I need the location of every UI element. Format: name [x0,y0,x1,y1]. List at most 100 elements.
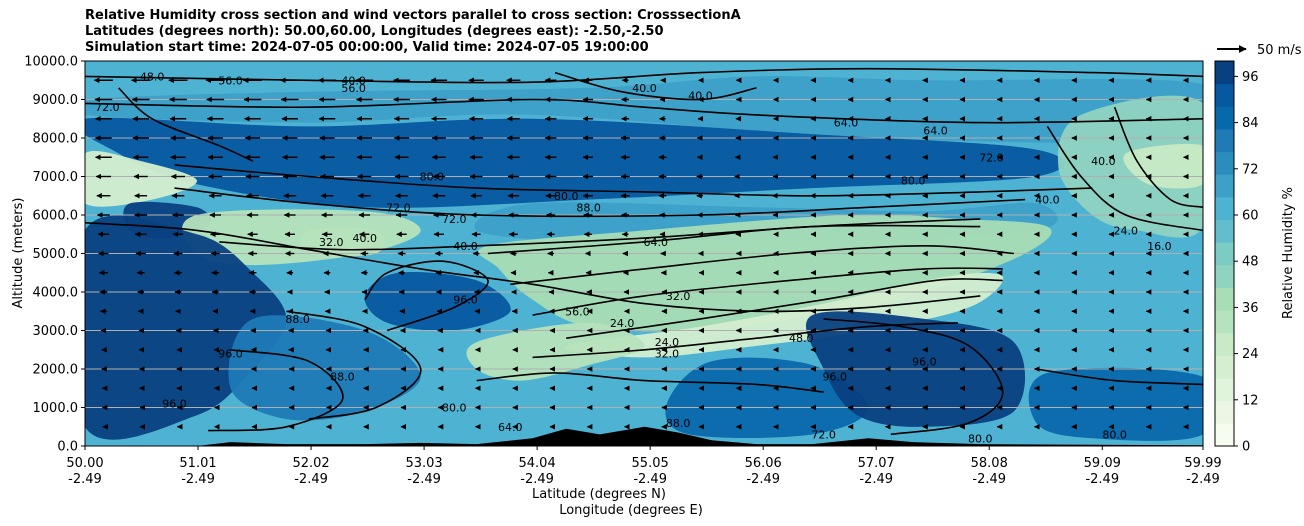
x-tick-label-lat-1: 51.01 [179,456,216,471]
terrain-profile [85,426,1203,446]
contour-label-36: 64.0 [498,421,523,434]
wind-vectors [93,77,1189,430]
colorbar-band-11 [1215,174,1234,198]
contour-label-11: 40.0 [1035,194,1060,207]
contour-label-10: 40.0 [1091,155,1116,168]
contour-line-0 [85,67,1203,84]
x-tick-label-lat-5: 55.05 [632,456,669,471]
contour-line-12 [364,260,489,332]
colorbar: 0 12 24 36 48 60 72 84 96 [1214,60,1259,455]
x-tick-label-lon-7: -2.49 [859,472,893,487]
colorbar-tick-label-1: 12 [1242,393,1259,408]
contour-label-19: 32.0 [319,236,344,249]
contour-label-5: 40.0 [688,90,713,103]
y-tick-label-3: 3000.0 [33,324,79,339]
colorbar-tick-label-0: 0 [1242,440,1250,455]
x-tick-label-lon-10: -2.49 [1186,472,1220,487]
colorbar-tick-label-5: 60 [1242,209,1259,224]
contour-label-0: 48.0 [140,70,165,83]
y-tick-label-7: 7000.0 [33,170,79,185]
y-tick-label-6: 6000.0 [33,209,79,224]
contour-label-1: 56.0 [218,74,243,87]
x-tick-label-lat-0: 50.00 [66,456,103,471]
humidity-region-8 [565,272,1004,358]
y-tick-label-1: 1000.0 [33,401,79,416]
humidity-region-12 [228,315,421,421]
x-tick-label-lon-0: -2.49 [68,472,102,487]
x-tick-label-lat-9: 59.09 [1084,456,1121,471]
humidity-region-13 [665,357,869,439]
y-axis: 0.0 1000.0 2000.0 3000.0 4000.0 5000.0 6000.0 7… [24,55,85,455]
x-tick-label-lat-7: 57.07 [858,456,895,471]
colorbar-band-0 [1215,423,1234,447]
contour-line-1 [85,98,1203,124]
colorbar-tick-label-3: 36 [1242,301,1259,316]
contour-line-2 [174,164,1093,197]
colorbar-band-8 [1215,242,1234,266]
humidity-region-10 [364,271,511,331]
x-axis: 50.00-2.4951.01-2.4952.02-2.4953.03-2.49… [66,446,1222,487]
contour-label-17: 72.0 [442,213,467,226]
contour-label-4: 40.0 [632,82,657,95]
contour-label-41: 16.0 [1147,240,1172,253]
colorbar-band-16 [1215,61,1234,85]
colorbar-band-3 [1215,355,1234,379]
humidity-fill-regions [85,76,1203,441]
colorbar-band-9 [1215,219,1234,243]
x-tick-label-lat-8: 58.08 [971,456,1008,471]
contour-line-14 [208,349,344,432]
colorbar-frame [1214,60,1235,447]
contour-label-32: 96.0 [823,371,848,384]
x-tick-label-lon-4: -2.49 [520,472,554,487]
x-tick-label-lon-9: -2.49 [1085,472,1119,487]
colorbar-tick-label-4: 48 [1242,255,1259,270]
contour-label-16: 72.0 [386,201,411,214]
y-tick-label-10: 10000.0 [24,55,78,70]
colorbar-band-5 [1215,310,1234,334]
contour-label-26: 24.0 [655,336,680,349]
x-tick-label-lon-3: -2.49 [407,472,441,487]
colorbar-band-7 [1215,264,1234,288]
contour-label-15: 88.0 [576,201,601,214]
wind-reference-key: 50 m/s [1217,43,1302,58]
y-tick-label-8: 8000.0 [33,132,79,147]
contour-label-21: 40.0 [453,240,478,253]
contour-label-22: 96.0 [453,294,478,307]
wind-reference-label: 50 m/s [1257,43,1302,58]
contour-label-18: 64.0 [644,236,669,249]
contour-label-27: 32.0 [655,348,680,361]
chart-title-line-1: Relative Humidity cross section and wind… [85,8,741,23]
contour-line-17 [1046,125,1203,232]
contour-label-40: 80.0 [1102,428,1127,441]
contour-label-23: 56.0 [565,305,590,318]
contour-label-29: 88.0 [285,313,310,326]
contour-label-12: 80.0 [901,174,926,187]
x-tick-label-lon-2: -2.49 [294,472,328,487]
x-tick-label-lat-3: 53.03 [405,456,442,471]
colorbar-band-6 [1215,287,1234,311]
x-tick-label-lon-6: -2.49 [746,472,780,487]
x-tick-label-lat-4: 54.04 [519,456,556,471]
humidity-region-1 [85,117,1065,208]
contour-label-20: 40.0 [353,232,378,245]
contour-line-13 [286,310,422,420]
humidity-contours [85,67,1203,436]
colorbar-band-13 [1215,128,1234,153]
chart-title-line-2: Latitudes (degrees north): 50.00,60.00, … [85,24,664,39]
colorbar-tick-label-6: 72 [1242,162,1259,177]
contour-label-13: 80.0 [420,171,445,184]
x-tick-label-lat-10: 59.99 [1184,456,1221,471]
colorbar-band-14 [1215,106,1234,130]
x-tick-label-lon-8: -2.49 [972,472,1006,487]
contour-line-4 [85,221,981,313]
y-tick-label-4: 4000.0 [33,286,79,301]
y-tick-label-5: 5000.0 [33,247,79,262]
contour-label-7: 64.0 [834,117,859,130]
humidity-region-0 [85,76,1203,143]
contour-label-34: 88.0 [330,371,355,384]
contour-label-25: 24.0 [610,317,635,330]
contour-label-33: 96.0 [162,398,187,411]
colorbar-band-4 [1215,332,1234,356]
colorbar-tick-label-7: 84 [1242,116,1259,131]
humidity-region-9 [466,322,645,381]
